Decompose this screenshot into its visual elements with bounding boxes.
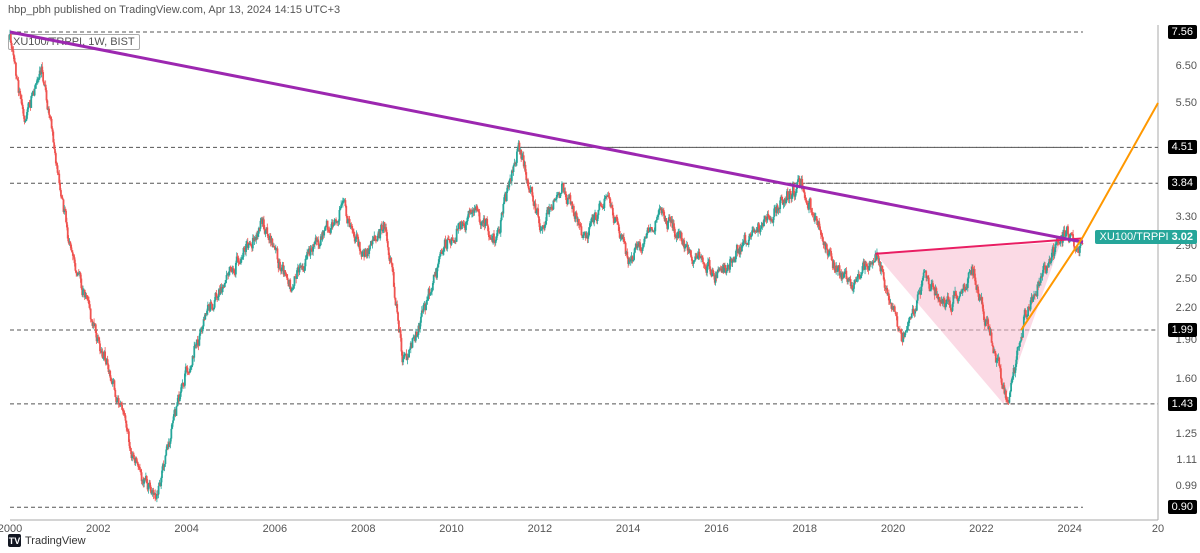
price-level-tag: 0.90	[1168, 500, 1197, 514]
price-level-tag: 4.51	[1168, 140, 1197, 154]
y-tick: 1.25	[1176, 428, 1197, 440]
y-tick: 1.60	[1176, 373, 1197, 385]
y-tick: 1.11	[1176, 454, 1197, 466]
x-tick: 2024	[1057, 523, 1081, 535]
x-tick: 2002	[86, 523, 110, 535]
x-tick: 2018	[793, 523, 817, 535]
price-level-tag: 1.43	[1168, 397, 1197, 411]
price-level-tag: 3.84	[1168, 176, 1197, 190]
x-tick: 2014	[616, 523, 640, 535]
brand-footer: TV TradingView	[8, 534, 86, 547]
y-tick: 2.50	[1176, 273, 1197, 285]
y-tick: 3.30	[1176, 211, 1197, 223]
chart-canvas[interactable]	[0, 0, 1200, 553]
y-tick: 2.20	[1176, 302, 1197, 314]
x-tick: 2008	[351, 523, 375, 535]
x-tick: 20	[1152, 523, 1164, 535]
x-tick: 2010	[439, 523, 463, 535]
x-tick: 2012	[528, 523, 552, 535]
x-tick: 2022	[969, 523, 993, 535]
price-level-tag: 7.56	[1168, 25, 1197, 39]
current-value: 3.02	[1172, 231, 1193, 243]
tradingview-icon: TV	[8, 534, 21, 547]
price-level-tag: 1.99	[1168, 323, 1197, 337]
x-tick: 2016	[704, 523, 728, 535]
x-tick: 2004	[174, 523, 198, 535]
current-price-tag: XU100/TRPPI 3.02	[1095, 230, 1197, 244]
current-symbol: XU100/TRPPI	[1099, 231, 1168, 243]
y-tick: 0.99	[1176, 480, 1197, 492]
brand-label: TradingView	[25, 535, 86, 547]
y-tick: 6.50	[1176, 60, 1197, 72]
chart-root: hbp_pbh published on TradingView.com, Ap…	[0, 0, 1200, 553]
x-tick: 2020	[881, 523, 905, 535]
y-tick: 5.50	[1176, 97, 1197, 109]
x-tick: 2006	[263, 523, 287, 535]
